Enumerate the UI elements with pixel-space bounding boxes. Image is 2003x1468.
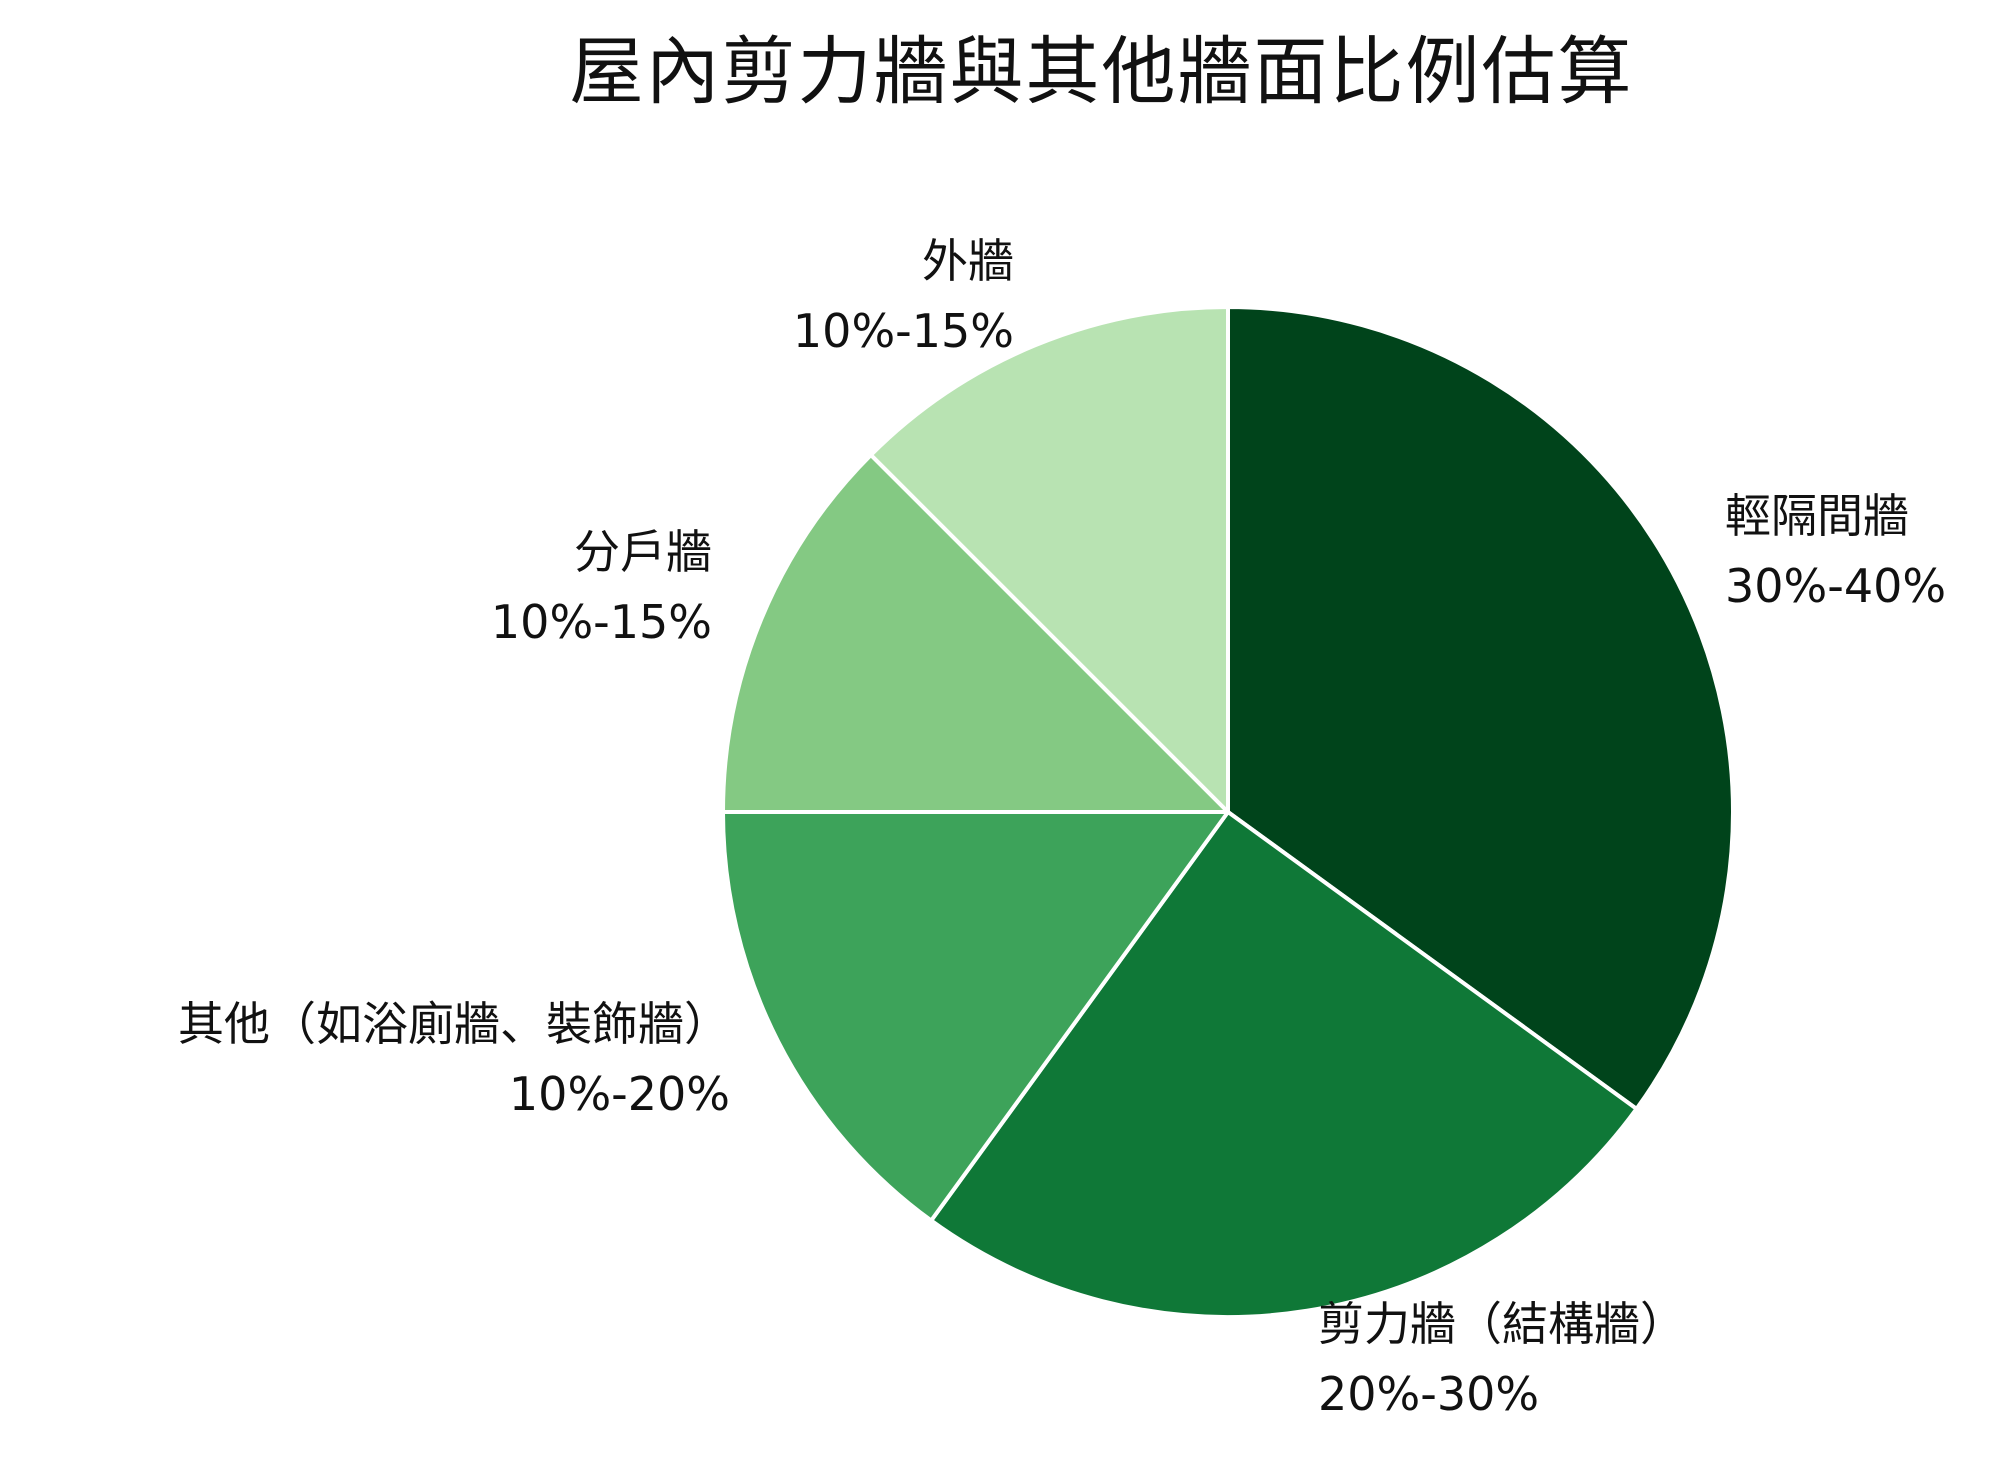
pie-slice-1 <box>1226 305 1735 1111</box>
slice-range-label: 10%-15% <box>793 304 1014 358</box>
slice-name-label: 分戶牆 <box>574 525 712 579</box>
pie-labels: 輕隔間牆 30%-40% 剪力牆（結構牆） 20%-30% 其他（如浴廁牆、裝飾牆） 10… <box>178 234 1946 1421</box>
pie-slice-5 <box>868 305 1230 814</box>
slice-name-label: 其他（如浴廁牆、裝飾牆） <box>178 997 730 1051</box>
pie-slice-2 <box>929 810 1639 1319</box>
pie-slice-3 <box>721 810 1230 1223</box>
slice-range-label: 10%-20% <box>509 1067 730 1121</box>
slice-name-label: 外牆 <box>922 234 1014 288</box>
slice-range-label: 10%-15% <box>491 595 712 649</box>
slice-range-label: 30%-40% <box>1725 559 1946 613</box>
slice-name-label: 輕隔間牆 <box>1725 489 1909 543</box>
pie-slice-4 <box>721 452 1230 814</box>
chart-title: 屋內剪力牆與其他牆面比例估算 <box>569 29 1634 115</box>
pie-slices <box>721 305 1735 1319</box>
slice-name-label: 剪力牆（結構牆） <box>1318 1297 1686 1351</box>
slice-range-label: 20%-30% <box>1318 1367 1539 1421</box>
